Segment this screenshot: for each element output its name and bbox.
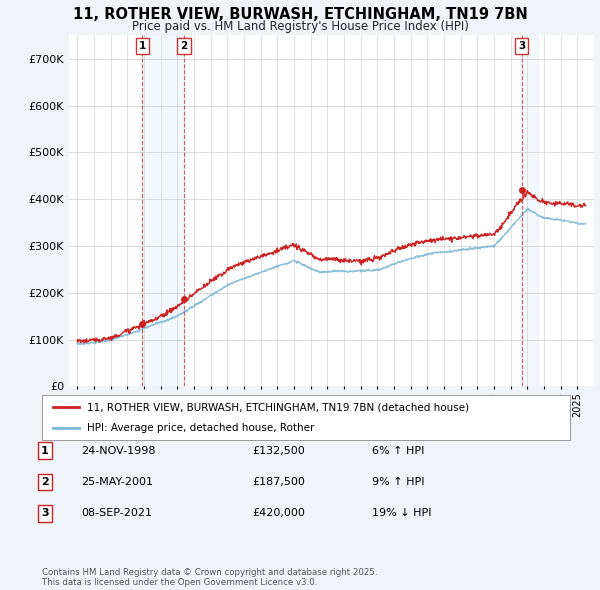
Bar xyxy=(142,35,184,386)
Bar xyxy=(520,35,538,386)
Text: HPI: Average price, detached house, Rother: HPI: Average price, detached house, Roth… xyxy=(87,422,314,432)
Text: 08-SEP-2021: 08-SEP-2021 xyxy=(81,509,152,518)
Text: 3: 3 xyxy=(518,41,526,51)
Text: 3: 3 xyxy=(41,509,49,518)
Text: 2: 2 xyxy=(181,41,188,51)
Text: 1: 1 xyxy=(41,446,49,455)
Text: £420,000: £420,000 xyxy=(252,509,305,518)
Text: 25-MAY-2001: 25-MAY-2001 xyxy=(81,477,153,487)
Text: 6% ↑ HPI: 6% ↑ HPI xyxy=(372,446,424,455)
Text: £187,500: £187,500 xyxy=(252,477,305,487)
Text: 1: 1 xyxy=(139,41,146,51)
Text: 2: 2 xyxy=(41,477,49,487)
Text: Price paid vs. HM Land Registry's House Price Index (HPI): Price paid vs. HM Land Registry's House … xyxy=(131,20,469,33)
Text: 24-NOV-1998: 24-NOV-1998 xyxy=(81,446,155,455)
Text: 19% ↓ HPI: 19% ↓ HPI xyxy=(372,509,431,518)
Text: 11, ROTHER VIEW, BURWASH, ETCHINGHAM, TN19 7BN: 11, ROTHER VIEW, BURWASH, ETCHINGHAM, TN… xyxy=(73,7,527,22)
Text: Contains HM Land Registry data © Crown copyright and database right 2025.
This d: Contains HM Land Registry data © Crown c… xyxy=(42,568,377,587)
Text: 9% ↑ HPI: 9% ↑ HPI xyxy=(372,477,425,487)
Text: 11, ROTHER VIEW, BURWASH, ETCHINGHAM, TN19 7BN (detached house): 11, ROTHER VIEW, BURWASH, ETCHINGHAM, TN… xyxy=(87,402,469,412)
Text: £132,500: £132,500 xyxy=(252,446,305,455)
